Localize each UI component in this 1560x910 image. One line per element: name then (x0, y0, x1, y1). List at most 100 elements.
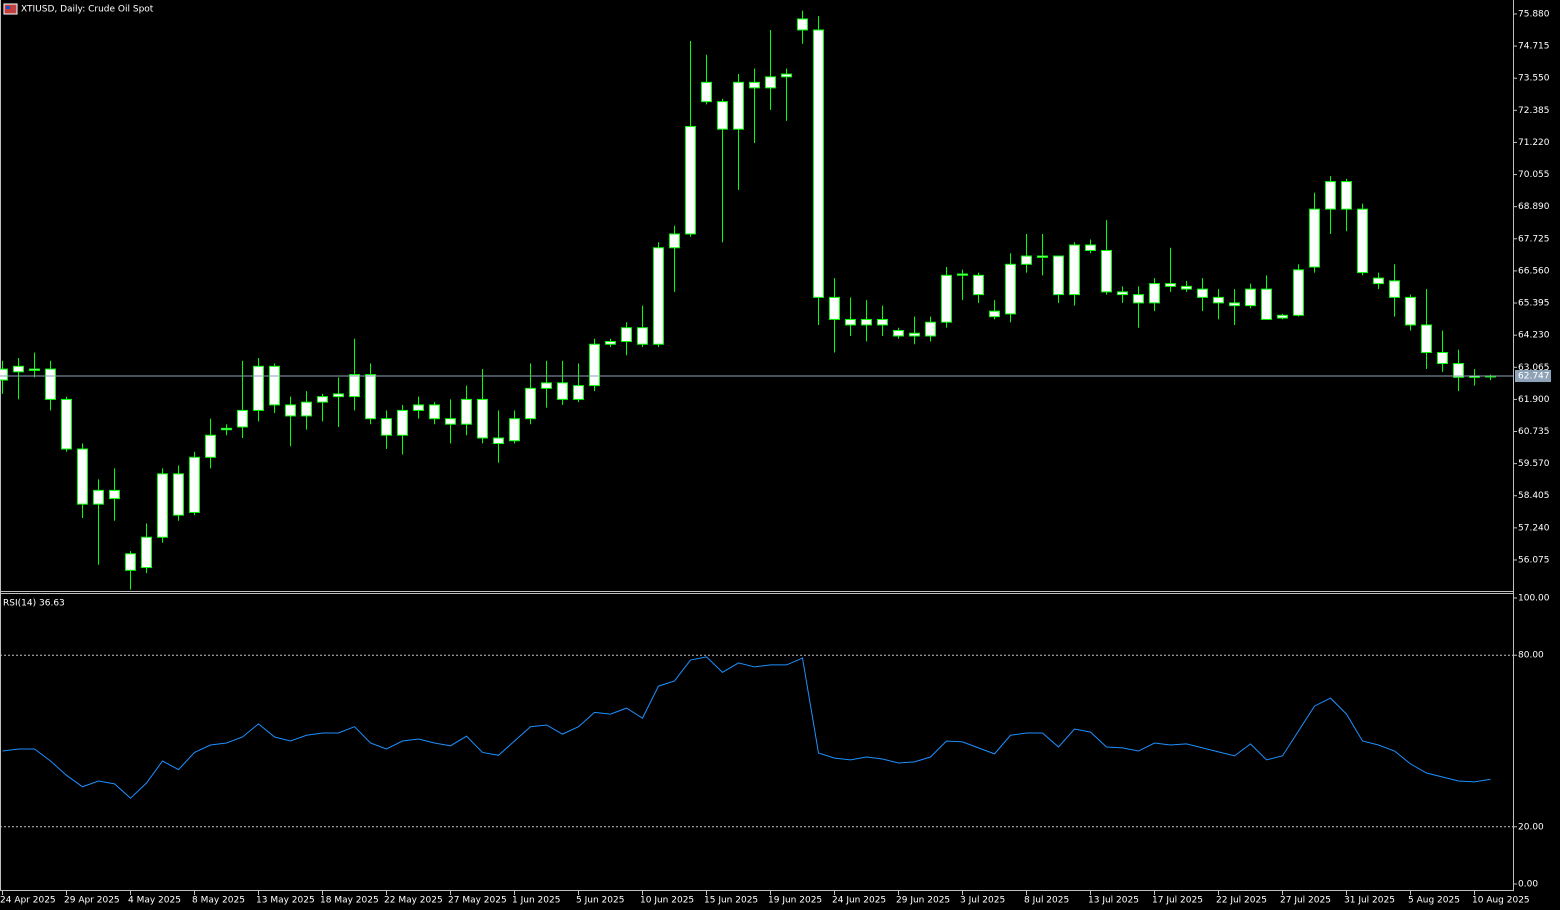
candle-body (397, 409, 408, 436)
candle-body (141, 536, 152, 569)
candle-body (1277, 314, 1288, 319)
candle-body (717, 101, 728, 130)
candle-body (1165, 283, 1176, 287)
candle-body (1309, 208, 1320, 268)
candle-body (413, 404, 424, 411)
candle-body (1181, 285, 1192, 290)
x-tick-label: 27 May 2025 (448, 896, 507, 906)
candle-body (669, 233, 680, 249)
candle-body (1245, 288, 1256, 307)
candle-body (301, 401, 312, 417)
candle-body (733, 81, 744, 130)
candle-body (877, 318, 888, 326)
candle-body (1053, 255, 1064, 296)
x-tick-label: 24 Jun 2025 (832, 896, 886, 906)
x-tick-label: 1 Jun 2025 (512, 896, 560, 906)
candle-body (1357, 208, 1368, 274)
candle-body (925, 321, 936, 337)
candle-body (1213, 296, 1224, 304)
candle-body (189, 456, 200, 513)
candle-body (1101, 250, 1112, 293)
candle-body (1229, 302, 1240, 307)
candle-body (621, 327, 632, 342)
candle-body (1117, 291, 1128, 296)
candle-body (237, 409, 248, 428)
y-tick-label: 70.055 (1518, 170, 1550, 180)
last-price-box (1515, 370, 1551, 383)
x-tick-label: 19 Jun 2025 (768, 896, 822, 906)
candle-body (765, 76, 776, 89)
candle-body (109, 489, 120, 500)
x-tick-label: 10 Aug 2025 (1472, 896, 1530, 906)
x-tick-label: 15 Jun 2025 (704, 896, 758, 906)
candle-body (749, 81, 760, 89)
candle-body (349, 374, 360, 398)
candle-body (1133, 294, 1144, 304)
x-tick-label: 24 Apr 2025 (0, 896, 56, 906)
candle-body (909, 332, 920, 337)
candle-body (861, 318, 872, 326)
candle-body (253, 365, 264, 411)
candle-body (605, 340, 616, 345)
candle-body (509, 418, 520, 442)
candle-body (1389, 280, 1400, 298)
y-tick-label: 71.220 (1518, 138, 1550, 148)
last-price-label: 62.747 (1518, 372, 1550, 382)
candle-body (1325, 181, 1336, 210)
candle-body (701, 81, 712, 103)
y-tick-label: 68.890 (1518, 202, 1550, 212)
y-tick-label: 64.230 (1518, 331, 1550, 341)
x-tick-label: 13 Jul 2025 (1088, 896, 1139, 906)
candle-body (221, 427, 232, 431)
candle-body (1373, 277, 1384, 285)
candle-body (845, 318, 856, 326)
y-tick-label: 61.900 (1518, 395, 1550, 405)
x-tick-label: 31 Jul 2025 (1344, 896, 1395, 906)
candle-body (1085, 244, 1096, 252)
candle-body (573, 385, 584, 400)
candle-body (365, 374, 376, 420)
candle-body (1069, 244, 1080, 296)
candle-body (1405, 296, 1416, 326)
x-tick-label: 27 Jul 2025 (1280, 896, 1331, 906)
y-tick-label: 72.385 (1518, 106, 1550, 116)
candle-body (445, 418, 456, 425)
y-tick-label: 67.725 (1518, 234, 1550, 244)
symbol-icon (3, 3, 18, 15)
x-tick-label: 3 Jul 2025 (960, 896, 1005, 906)
y-tick-label: 74.715 (1518, 42, 1550, 52)
y-tick-label: 66.560 (1518, 266, 1550, 276)
y-tick-label: 63.065 (1518, 363, 1550, 373)
y-tick-label: 0.00 (1518, 880, 1538, 890)
candle-body (1421, 324, 1432, 354)
candle-body (285, 404, 296, 417)
candle-body (813, 29, 824, 298)
y-tick-label: 100.00 (1518, 594, 1550, 604)
x-tick-label: 10 Jun 2025 (640, 896, 694, 906)
candle-body (157, 473, 168, 538)
x-tick-label: 4 May 2025 (128, 896, 181, 906)
candle-body (1149, 283, 1160, 304)
x-tick-label: 5 Aug 2025 (1408, 896, 1460, 906)
candle-body (1037, 255, 1048, 258)
indicator-value: 36.63 (39, 599, 65, 609)
candle-body (781, 73, 792, 78)
candle-body (61, 398, 72, 450)
candle-body (269, 365, 280, 406)
candle-body (125, 553, 136, 571)
x-tick-label: 18 May 2025 (320, 896, 379, 906)
candle-body (589, 343, 600, 387)
candle-body (333, 393, 344, 398)
x-tick-label: 29 Jun 2025 (896, 896, 950, 906)
candle-body (93, 489, 104, 505)
x-tick-label: 17 Jul 2025 (1152, 896, 1203, 906)
y-tick-label: 20.00 (1518, 822, 1544, 832)
candle-body (429, 404, 440, 420)
candle-body (77, 448, 88, 505)
candle-body (1021, 255, 1032, 265)
candle-body (1437, 352, 1448, 365)
candle-body (0, 368, 8, 381)
y-tick-label: 80.00 (1518, 651, 1544, 661)
